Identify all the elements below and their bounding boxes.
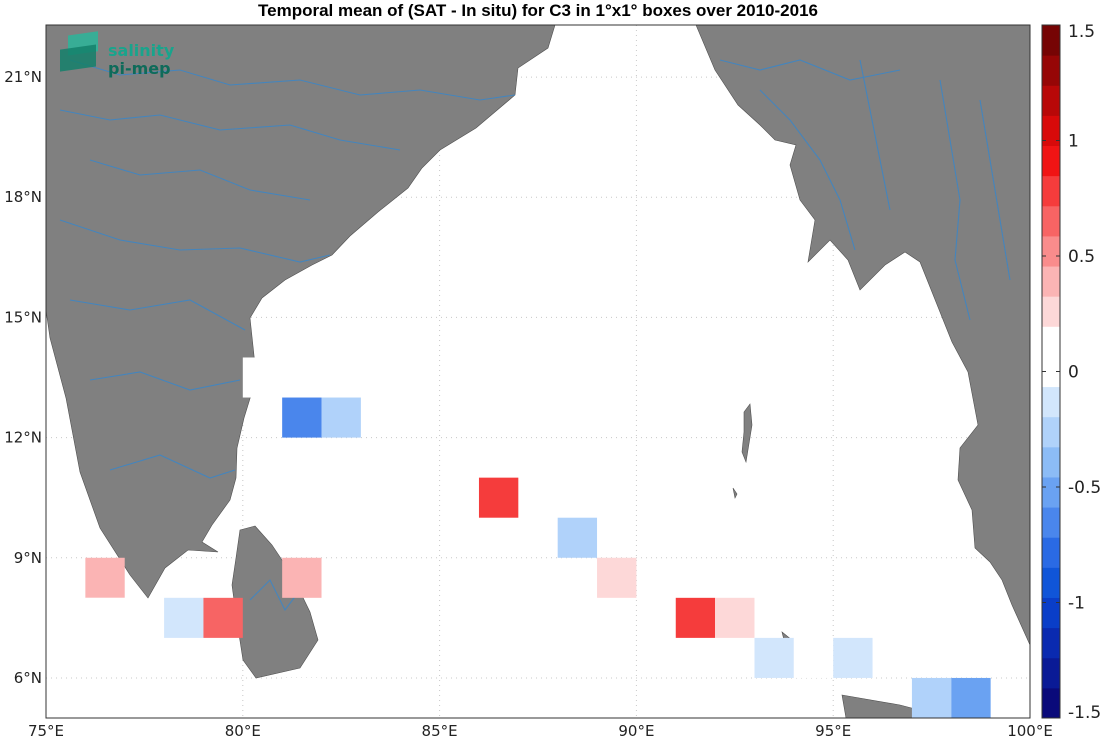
axis-labels: 75°E 80°E 85°E 90°E 95°E 100°E 6°N 9°N 12°N 15°N 1… [4, 68, 1053, 740]
rivers [59, 59, 1011, 612]
colorbar-segment [1042, 235, 1060, 267]
colorbar-segment [1042, 657, 1060, 689]
data-box [833, 637, 873, 678]
data-box [754, 637, 794, 678]
lat-tick-label: 6°N [14, 669, 42, 687]
colorbar-tick-label: -1 [1068, 594, 1085, 614]
data-boxes [85, 357, 991, 718]
colorbar-segment [1042, 627, 1060, 659]
data-box [715, 597, 755, 638]
data-box [597, 557, 637, 598]
lon-tick-label: 85°E [422, 722, 458, 740]
colorbar-tick-label: -0.5 [1068, 478, 1101, 498]
colorbar-segment [1042, 266, 1060, 297]
andaman-island-small [732, 487, 738, 499]
colorbar-segment [1042, 597, 1060, 629]
data-box [478, 477, 519, 518]
colorbar-segment [1042, 446, 1060, 478]
colorbar-segment [1042, 537, 1060, 568]
data-box [164, 597, 204, 638]
logo-line2: pi-mep [108, 59, 171, 78]
colorbar-segment [1042, 85, 1060, 116]
data-box [282, 677, 322, 718]
map-frame [45, 24, 1031, 719]
lat-tick-label: 9°N [14, 549, 42, 567]
colorbar-tick-label: -1.5 [1068, 703, 1101, 723]
data-box [675, 597, 716, 638]
data-box [321, 397, 361, 438]
logo: salinity pi-mep [60, 31, 175, 78]
logo-icon [60, 31, 98, 72]
andaman-island [741, 403, 753, 464]
colorbar-segment [1042, 356, 1060, 388]
lat-tick-label: 15°N [4, 308, 42, 326]
colorbar-segment [1042, 25, 1060, 56]
colorbar-tick-label: 1.5 [1068, 22, 1095, 42]
data-box [557, 517, 598, 558]
data-box [85, 597, 125, 638]
data-box [911, 677, 952, 718]
myanmar-landmass [695, 25, 1030, 646]
lat-tick-label: 18°N [4, 188, 42, 206]
data-box [203, 597, 243, 638]
lon-tick-label: 80°E [225, 722, 261, 740]
colorbar-segment [1042, 507, 1060, 538]
colorbar: 1.5 1 0.5 0 -0.5 -1 -1.5 [1041, 22, 1101, 723]
colorbar-segment [1042, 326, 1060, 357]
data-box [242, 357, 283, 398]
logo-line1: salinity [108, 41, 175, 60]
colorbar-segment [1042, 145, 1060, 177]
data-box [282, 397, 322, 438]
colorbar-tick-label: 0 [1068, 363, 1079, 383]
data-box [951, 677, 991, 718]
lon-tick-label: 75°E [28, 722, 64, 740]
colorbar-tick-label: 1 [1068, 132, 1079, 152]
colorbar-segment [1042, 386, 1060, 418]
lon-tick-label: 90°E [618, 722, 654, 740]
colorbar-segment [1042, 205, 1060, 237]
colorbar-segment [1042, 296, 1060, 327]
colorbar-segment [1042, 115, 1060, 147]
colorbar-tick-label: 0.5 [1068, 247, 1095, 267]
lon-tick-label: 100°E [1007, 722, 1053, 740]
chart-title: Temporal mean of (SAT - In situ) for C3 … [258, 1, 818, 20]
lat-tick-label: 12°N [4, 429, 42, 447]
land-layer [46, 25, 1030, 718]
data-box [282, 557, 322, 598]
colorbar-segment [1042, 687, 1060, 719]
data-box [85, 557, 125, 598]
lat-tick-label: 21°N [4, 68, 42, 86]
lon-tick-label: 95°E [815, 722, 851, 740]
colorbar-segment [1042, 55, 1060, 86]
colorbar-segment [1042, 416, 1060, 448]
colorbar-segment [1042, 175, 1060, 207]
data-box [793, 637, 834, 678]
sri-lanka-landmass [231, 525, 319, 679]
colorbar-segment [1042, 476, 1060, 508]
colorbar-segment [1042, 567, 1060, 598]
